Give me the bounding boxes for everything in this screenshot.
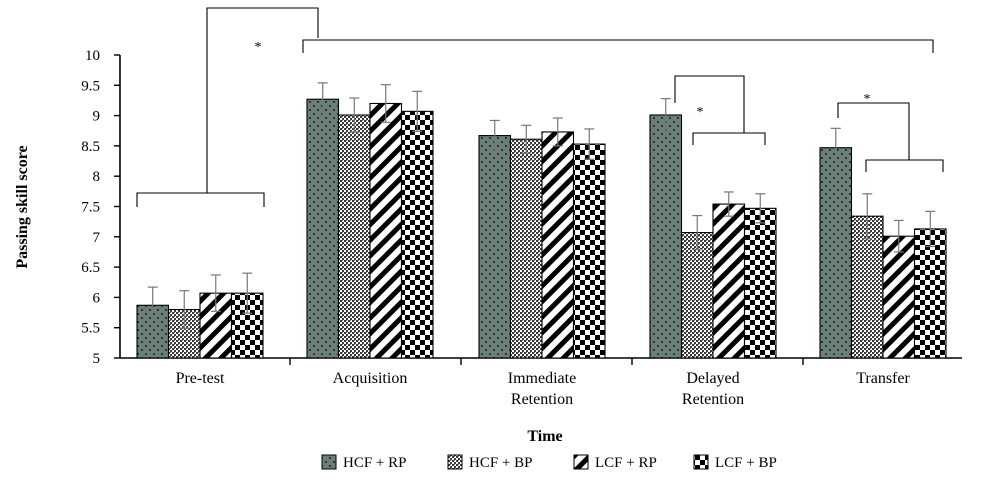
legend: HCF + RP HCF + BP LCF + RP LCF + BP: [321, 454, 777, 471]
y-tick-label: 8.5: [81, 139, 100, 155]
y-tick-label: 9: [93, 109, 101, 125]
significance-bracket: [692, 132, 766, 145]
legend-swatch: [447, 454, 463, 470]
bar: [572, 143, 606, 359]
significance-bracket: [136, 192, 265, 207]
significance-star: *: [697, 105, 704, 120]
significance-star: *: [864, 92, 871, 107]
y-tick-label: 6: [93, 290, 101, 306]
significance-bracket: [865, 159, 944, 172]
legend-swatch: [321, 454, 337, 470]
significance-star: *: [255, 40, 262, 55]
bar: [509, 138, 543, 359]
significance-bracket: [302, 39, 934, 53]
axes: 5 5.5 6 6.5 7 7.5 8 8.5 9 9.5 10 Pre-test Acquisitio…: [81, 48, 962, 408]
bar: [819, 147, 853, 359]
category-label: Pre-test: [176, 370, 225, 387]
bar: [478, 135, 512, 359]
x-axis-title: Time: [527, 428, 562, 445]
significance-bracket: [837, 102, 910, 160]
category-label: Transfer: [856, 370, 910, 387]
bar: [913, 228, 947, 359]
bar: [850, 215, 884, 359]
legend-label: HCF + BP: [469, 455, 533, 471]
y-tick-label: 5.5: [81, 321, 100, 337]
significance-bracket: [206, 7, 319, 193]
category-label: Retention: [682, 391, 744, 408]
y-tick-label: 9.5: [81, 78, 100, 94]
category-label: Acquisition: [333, 370, 408, 387]
y-axis-title: Passing skill score: [14, 145, 31, 268]
bar: [306, 98, 340, 359]
legend-label: LCF + RP: [595, 455, 657, 471]
y-tick-label: 7.5: [81, 200, 100, 216]
y-tick-label: 8: [93, 169, 101, 185]
bars: [136, 82, 947, 359]
bar: [680, 232, 714, 359]
significance-brackets: * * *: [136, 7, 944, 207]
significance-bracket: [674, 75, 745, 133]
legend-swatch: [693, 454, 709, 470]
bar: [712, 203, 746, 359]
y-tick-label: 10: [85, 48, 100, 64]
y-tick-label: 7: [93, 230, 101, 246]
y-tick-label: 6.5: [81, 260, 100, 276]
category-label: Immediate: [508, 370, 576, 387]
bar: [743, 207, 777, 359]
category-label: Delayed: [686, 370, 739, 387]
bar: [337, 114, 371, 359]
legend-swatch: [573, 454, 589, 470]
bar: [136, 304, 170, 359]
y-tick-label: 5: [93, 351, 101, 367]
legend-label: LCF + BP: [715, 455, 777, 471]
bar: [649, 114, 683, 359]
legend-label: HCF + RP: [343, 455, 407, 471]
category-label: Retention: [511, 391, 573, 408]
bar: [882, 235, 916, 359]
bar: [541, 131, 575, 359]
bar: [369, 102, 403, 359]
bar: [400, 110, 434, 359]
